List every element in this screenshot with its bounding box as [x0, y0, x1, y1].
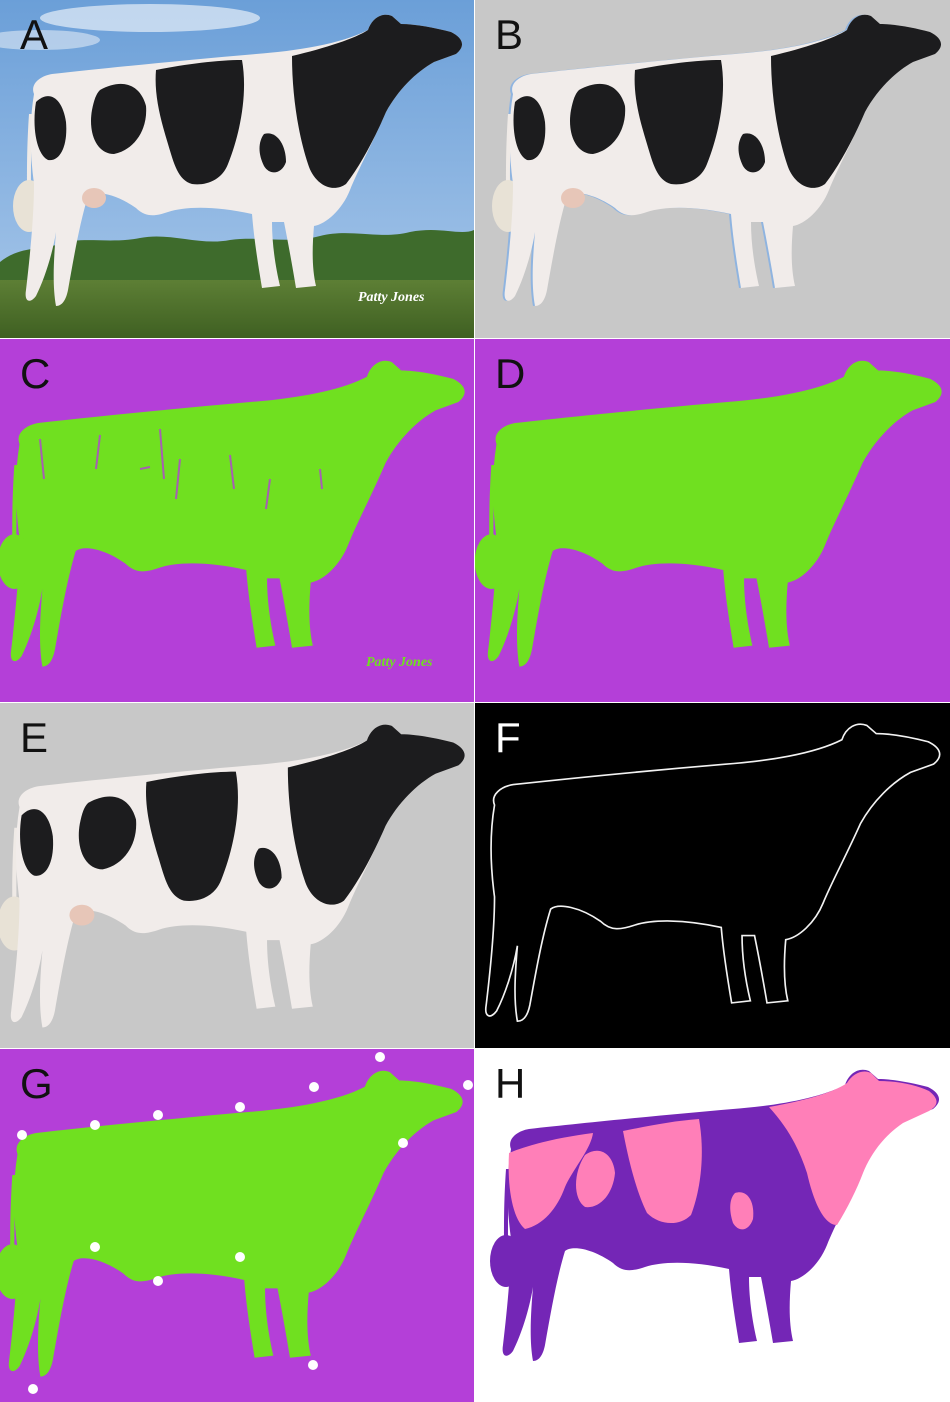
panel-a-original-photo: A Patty Jones — [0, 0, 474, 338]
keypoint — [235, 1252, 245, 1262]
panel-label: D — [495, 350, 526, 397]
keypoint — [90, 1120, 100, 1130]
keypoint — [153, 1110, 163, 1120]
panel-f-contour: F — [475, 703, 950, 1048]
panel-e-refined-segmentation: E — [0, 703, 474, 1048]
panel-g-image — [0, 1049, 474, 1402]
panel-d-clean-mask: D — [475, 339, 950, 702]
panel-label: H — [495, 1060, 526, 1107]
panel-label: B — [495, 11, 524, 58]
keypoint — [235, 1102, 245, 1112]
panel-label: G — [20, 1060, 53, 1107]
panel-g-keypoints: G — [0, 1049, 474, 1402]
photographer-signature: Patty Jones — [358, 290, 425, 305]
keypoint — [308, 1360, 318, 1370]
panel-f-image — [475, 703, 950, 1048]
photographer-signature: Patty Jones — [366, 655, 433, 670]
keypoint — [17, 1130, 27, 1140]
grass-field — [0, 280, 474, 338]
mask-noise — [39, 428, 323, 510]
panel-d-image — [475, 339, 950, 702]
panel-h-color-classes: H — [475, 1049, 950, 1402]
panel-c-noisy-mask: C Patty Jones — [0, 339, 474, 702]
keypoint — [90, 1242, 100, 1252]
panel-label: F — [495, 714, 521, 761]
panel-label: E — [20, 714, 49, 761]
keypoints — [17, 1052, 473, 1394]
cloud — [0, 30, 100, 50]
keypoint — [28, 1384, 38, 1394]
panel-label: C — [20, 350, 51, 397]
panel-a-image — [0, 0, 474, 338]
panel-label: A — [20, 11, 49, 58]
panel-e-image — [0, 703, 474, 1048]
panel-b-segmented-photo: B — [475, 0, 950, 338]
tree-line — [0, 230, 474, 290]
cloud — [40, 4, 260, 32]
panel-c-image — [0, 339, 474, 702]
udder — [82, 188, 106, 208]
keypoint — [398, 1138, 408, 1148]
keypoint — [309, 1082, 319, 1092]
panel-h-image — [475, 1049, 950, 1402]
keypoint — [463, 1080, 473, 1090]
keypoint — [375, 1052, 385, 1062]
keypoint — [153, 1276, 163, 1286]
panel-b-image — [475, 0, 950, 338]
